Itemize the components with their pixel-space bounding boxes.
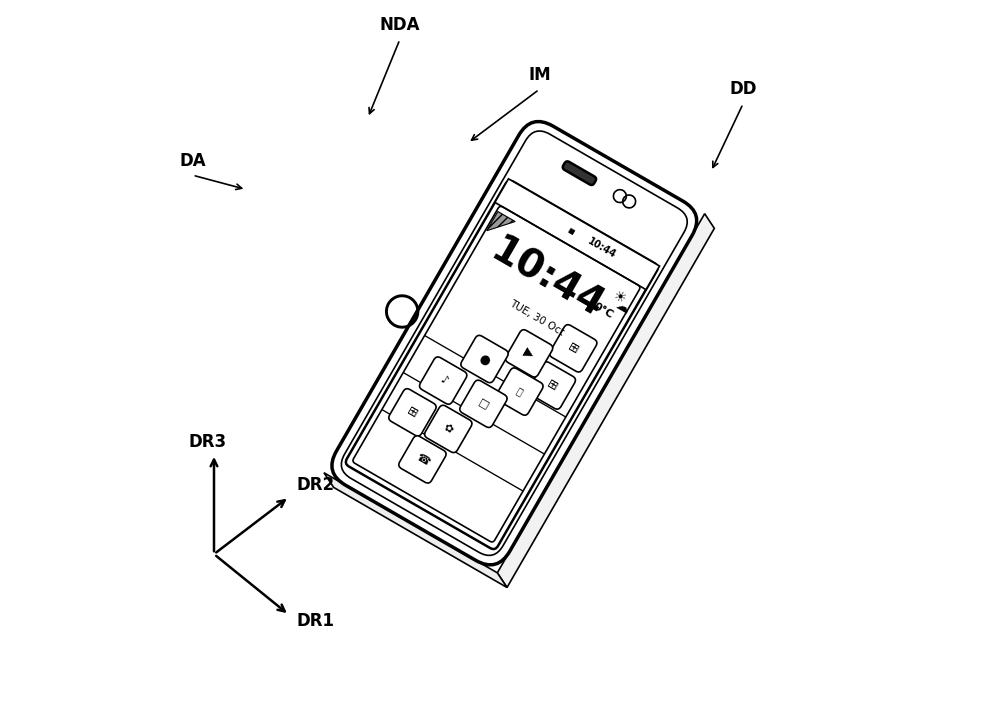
- Text: ✿: ✿: [442, 423, 455, 435]
- Text: ⊞: ⊞: [405, 404, 420, 420]
- Text: ☀: ☀: [610, 288, 628, 307]
- Text: DD: DD: [729, 80, 757, 99]
- Text: 0°C: 0°C: [591, 301, 615, 320]
- Polygon shape: [487, 212, 515, 231]
- FancyBboxPatch shape: [332, 122, 697, 565]
- Text: ⊞: ⊞: [565, 340, 581, 357]
- Text: ⊞: ⊞: [544, 378, 560, 394]
- FancyBboxPatch shape: [425, 405, 472, 453]
- Text: ☁: ☁: [613, 297, 632, 316]
- Text: IM: IM: [528, 66, 551, 84]
- FancyBboxPatch shape: [460, 380, 507, 428]
- Text: 10:44: 10:44: [484, 232, 610, 326]
- FancyBboxPatch shape: [389, 389, 436, 436]
- FancyBboxPatch shape: [528, 362, 575, 409]
- Text: ▶: ▶: [522, 345, 536, 361]
- Bar: [495, 179, 660, 290]
- Text: ■: ■: [567, 227, 575, 235]
- Text: NDA: NDA: [380, 16, 420, 34]
- FancyBboxPatch shape: [505, 330, 553, 377]
- Text: □: □: [476, 397, 490, 410]
- Text: ☎: ☎: [414, 452, 431, 467]
- FancyBboxPatch shape: [461, 335, 508, 383]
- FancyBboxPatch shape: [563, 162, 596, 185]
- FancyBboxPatch shape: [550, 325, 597, 372]
- Text: TUE, 30 Oct: TUE, 30 Oct: [508, 299, 566, 338]
- Text: DR2: DR2: [296, 475, 334, 494]
- Text: ●: ●: [477, 350, 492, 368]
- Text: DA: DA: [179, 152, 206, 170]
- Text: 🌐: 🌐: [514, 386, 524, 398]
- Text: DR1: DR1: [296, 611, 334, 630]
- FancyBboxPatch shape: [399, 435, 446, 483]
- Polygon shape: [497, 214, 714, 588]
- Text: DR3: DR3: [189, 433, 227, 451]
- FancyBboxPatch shape: [419, 357, 467, 404]
- FancyBboxPatch shape: [496, 368, 543, 415]
- Polygon shape: [324, 473, 507, 588]
- FancyBboxPatch shape: [346, 181, 658, 549]
- Text: 10:44: 10:44: [586, 237, 618, 260]
- Text: ♪: ♪: [438, 375, 449, 387]
